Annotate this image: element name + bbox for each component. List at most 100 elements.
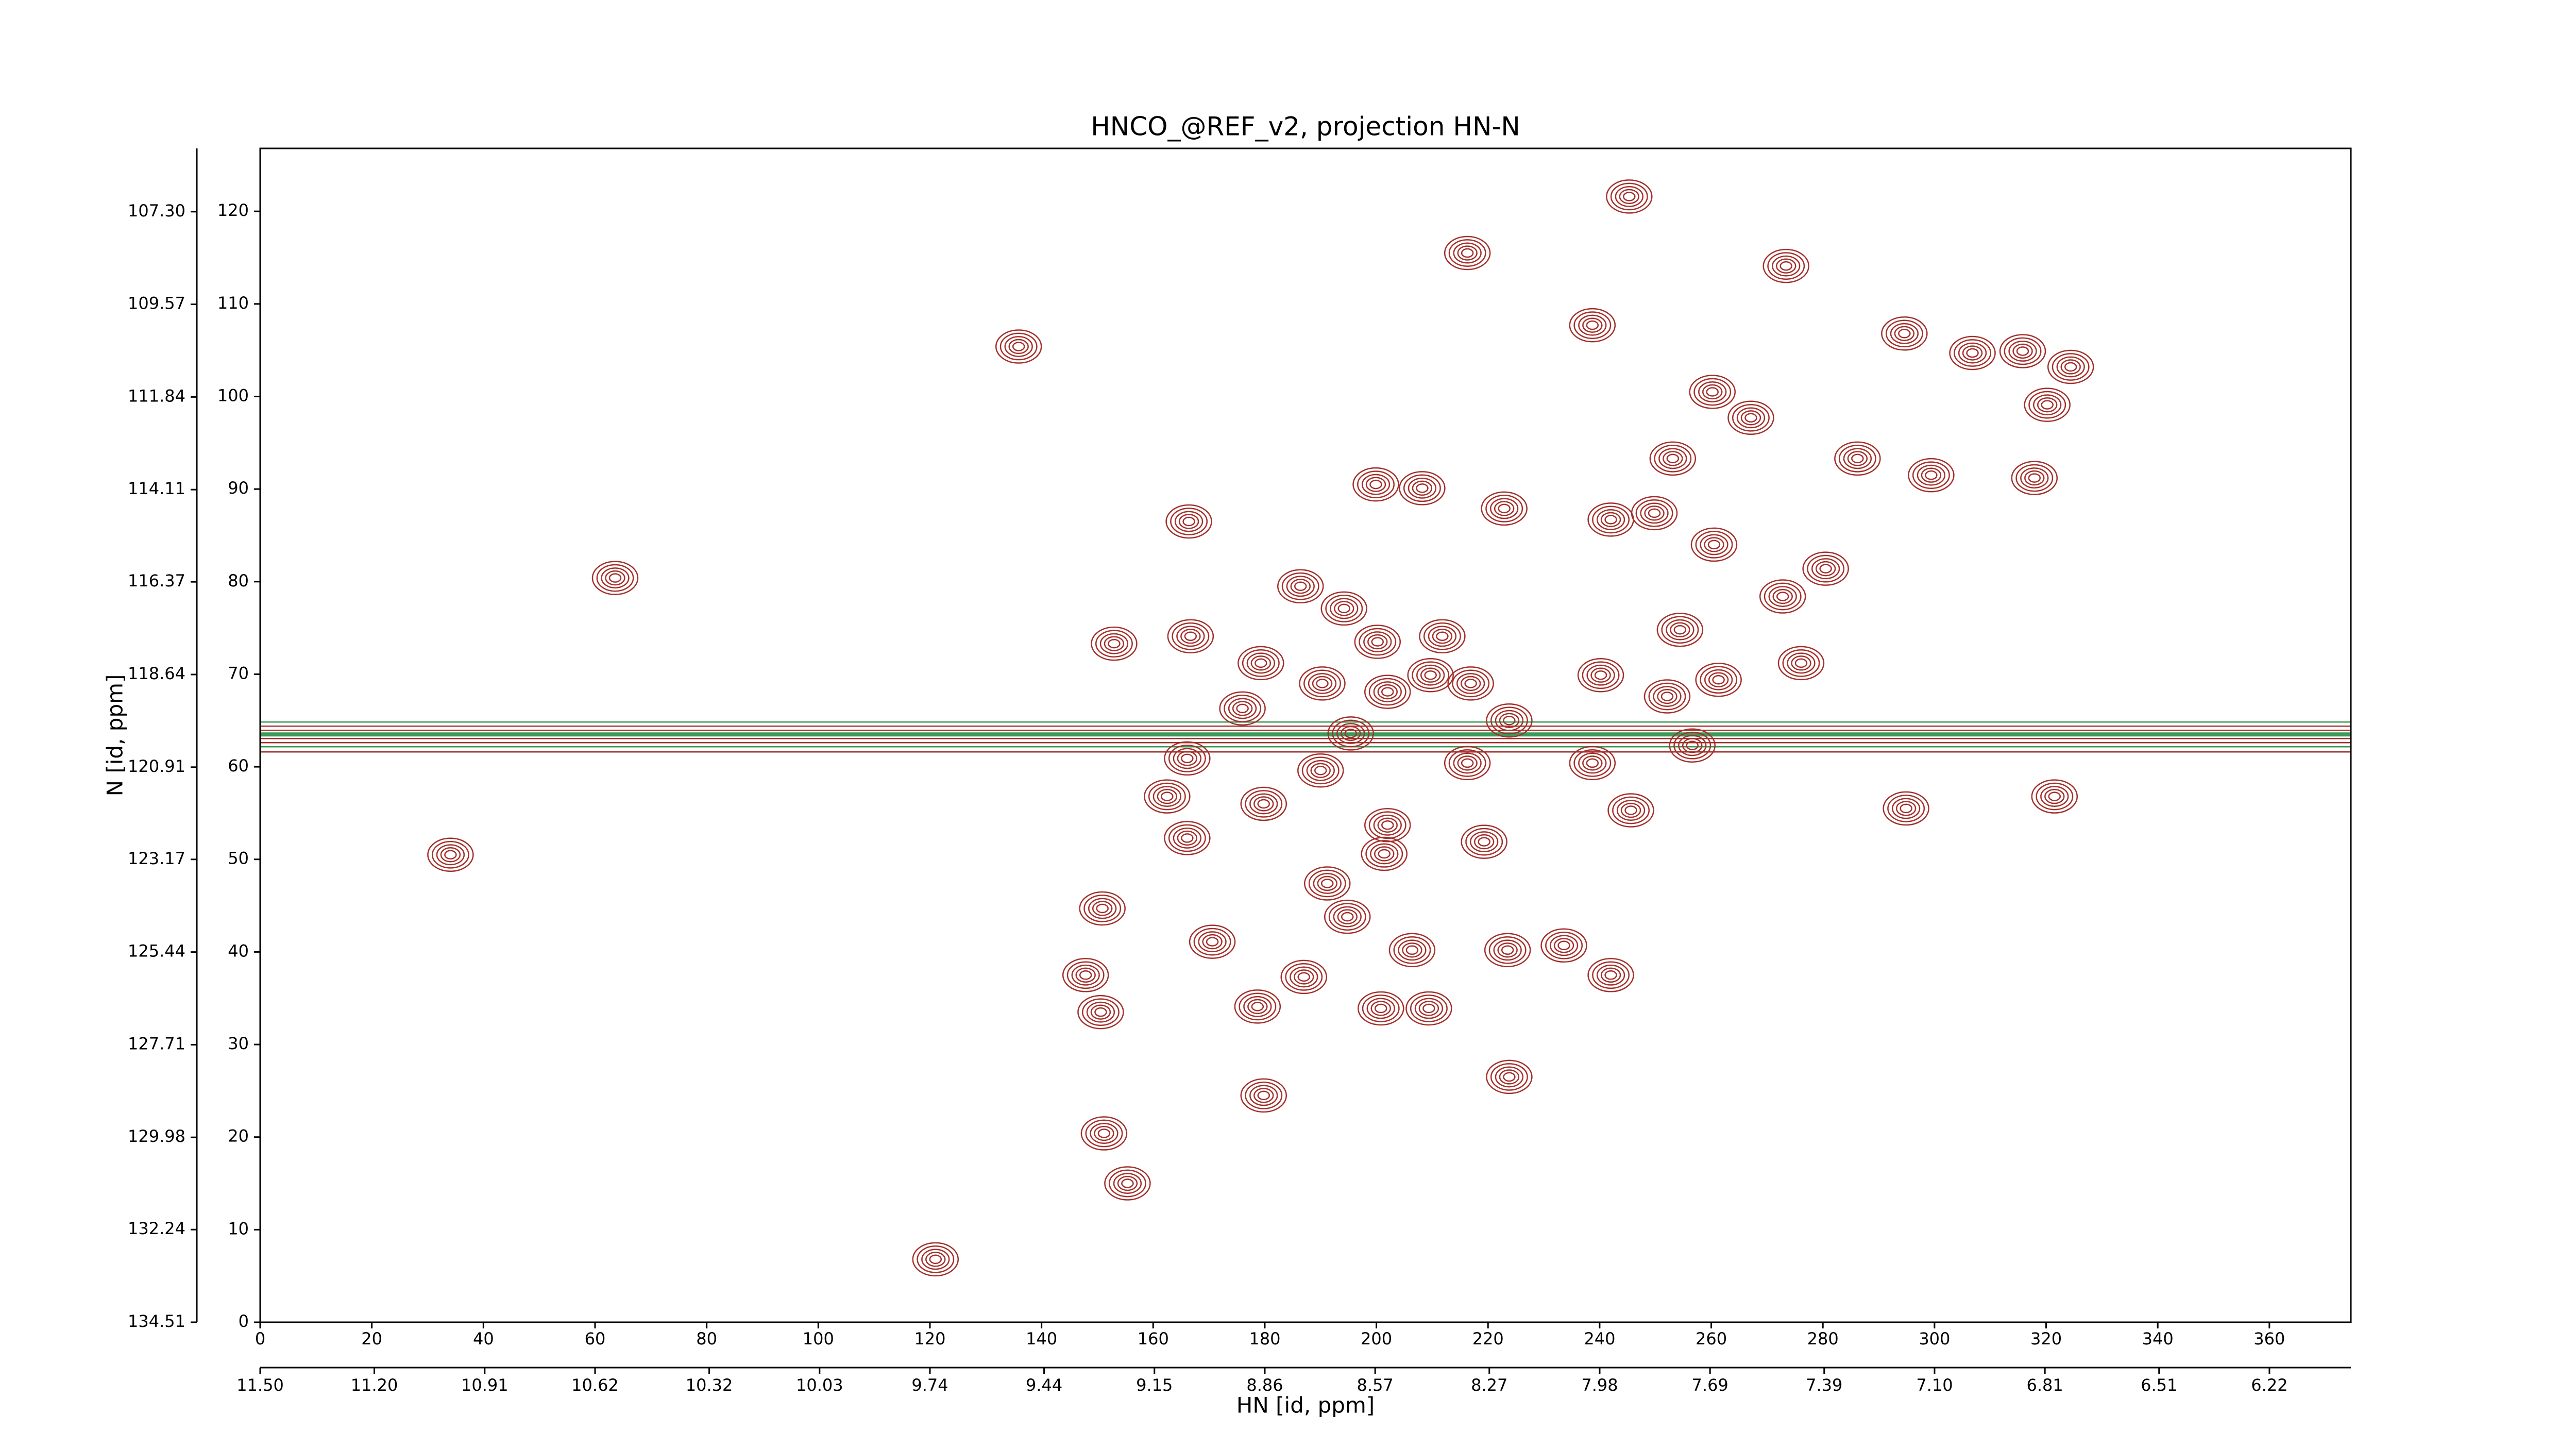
- peak-contour: [1661, 616, 1699, 644]
- peak-contour: [1370, 843, 1399, 865]
- peak-contour: [1545, 931, 1583, 959]
- peak-contour: [1604, 970, 1617, 980]
- peak-contour: [1704, 537, 1724, 552]
- peak-contour: [1412, 661, 1450, 689]
- peak-contour: [427, 837, 474, 872]
- peak-contour: [1177, 830, 1198, 846]
- peak-contour: [2052, 353, 2090, 381]
- x-tick-label: 180: [1249, 1329, 1280, 1349]
- peak-contour: [1299, 666, 1346, 701]
- peak-contour: [2060, 359, 2081, 375]
- peak-contour: [1807, 554, 1845, 583]
- peak-contour: [1484, 933, 1531, 968]
- peak-contour: [1553, 938, 1574, 953]
- peak-contour: [1168, 824, 1206, 852]
- peak-contour: [1851, 453, 1864, 464]
- peak-contour: [1320, 879, 1334, 888]
- peak-contour: [1582, 661, 1620, 689]
- y2-tick-label: 129.98: [128, 1126, 185, 1146]
- peak-contour: [1478, 837, 1490, 847]
- peak-contour: [1337, 603, 1350, 614]
- peak-contour: [1624, 805, 1637, 815]
- peak-contour: [1600, 512, 1621, 528]
- peak-contour: [1365, 840, 1403, 868]
- peak-contour: [925, 1252, 946, 1267]
- peak-contour: [1240, 1078, 1287, 1113]
- peak-contour: [1294, 969, 1314, 985]
- peak-contour: [1690, 527, 1738, 562]
- peak-contour: [1596, 509, 1625, 530]
- peak-contour: [1325, 595, 1363, 622]
- peak-contour: [1707, 540, 1721, 550]
- peak-contour: [1586, 758, 1599, 768]
- peak-contour: [1337, 909, 1358, 924]
- x2-tick-label: 11.50: [236, 1375, 284, 1395]
- peak-contour: [1285, 963, 1323, 991]
- peak-contour: [1775, 258, 1797, 274]
- peak-contour: [1374, 846, 1395, 862]
- peak-contour: [1371, 637, 1384, 647]
- peak-contour: [2016, 346, 2029, 356]
- peak-contour: [1377, 684, 1398, 700]
- peak-contour: [1423, 622, 1461, 650]
- peak-contour: [1658, 448, 1687, 469]
- peak-contour: [1891, 798, 1921, 819]
- peak-contour: [1695, 662, 1742, 697]
- peak-contour: [1577, 658, 1624, 693]
- peak-contour: [1301, 756, 1340, 785]
- peak-contour: [1181, 833, 1194, 843]
- peak-contour: [1540, 928, 1587, 963]
- peak-contour: [2028, 473, 2041, 483]
- peak-contour: [2024, 470, 2045, 486]
- peak-contour: [1732, 403, 1770, 432]
- peak-contour: [444, 850, 457, 860]
- peak-contour: [1501, 945, 1514, 955]
- peak-contour: [1497, 942, 1518, 958]
- peak-contour: [1008, 339, 1029, 355]
- y-tick-label: 30: [228, 1034, 249, 1053]
- y2-tick-label: 127.71: [128, 1034, 185, 1053]
- peak-contour: [1958, 342, 1987, 364]
- peak-contour: [1361, 474, 1391, 495]
- peak-contour: [608, 573, 622, 583]
- peak-contour: [1762, 248, 1809, 283]
- peak-contour: [1432, 629, 1453, 644]
- y-tick-label: 70: [228, 663, 249, 683]
- x2-tick-label: 6.22: [2251, 1375, 2287, 1395]
- peak-contour: [1815, 561, 1836, 577]
- peak-contour: [1377, 817, 1398, 833]
- peak-contour: [1249, 1085, 1278, 1106]
- x2-tick-label: 9.15: [1136, 1375, 1173, 1395]
- peak-contour: [1499, 713, 1520, 728]
- peak-contour: [1363, 631, 1392, 653]
- y-tick-label: 20: [228, 1126, 249, 1146]
- peak-contour: [1253, 796, 1274, 812]
- x2-tick-label: 8.27: [1471, 1375, 1507, 1395]
- peak-contour: [1314, 766, 1327, 776]
- peak-contour: [1657, 688, 1677, 704]
- peak-contour: [1457, 755, 1478, 771]
- peak-contour: [1610, 182, 1648, 211]
- peak-contour: [1004, 336, 1033, 357]
- peak-contour: [1594, 670, 1607, 680]
- peak-contour: [1242, 649, 1280, 677]
- peak-contour: [2036, 782, 2074, 811]
- peak-contour: [1452, 669, 1490, 698]
- peak-contour: [1246, 652, 1275, 674]
- peak-contour: [1012, 342, 1025, 351]
- peak-contour: [1649, 441, 1697, 476]
- x2-tick-label: 9.44: [1026, 1375, 1062, 1395]
- peak-contour: [1424, 670, 1437, 680]
- peak-contour: [1925, 470, 1938, 480]
- peak-contour: [1744, 413, 1757, 423]
- peak-contour: [1399, 471, 1446, 506]
- peak-contour: [1999, 334, 2046, 368]
- x2-tick-label: 6.51: [2141, 1375, 2177, 1395]
- peak-contour: [1503, 716, 1516, 726]
- peak-contour: [1473, 834, 1495, 850]
- peak-contour: [1791, 655, 1811, 671]
- peak-contour: [1654, 444, 1692, 473]
- peak-contour: [1453, 752, 1482, 774]
- peak-contour: [1838, 444, 1876, 473]
- peak-contour: [1313, 872, 1342, 894]
